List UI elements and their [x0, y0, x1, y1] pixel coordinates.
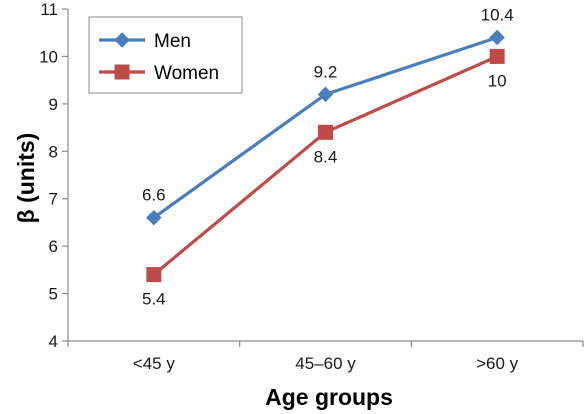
- y-tick-label: 5: [49, 285, 58, 304]
- y-tick-label: 7: [49, 190, 58, 209]
- x-axis-ticks: <45 y 45–60 y >60 y: [67, 341, 584, 373]
- series-layer: [146, 29, 505, 283]
- legend-box: [88, 16, 243, 94]
- data-label-men: 10.4: [481, 5, 514, 24]
- y-tick-label: 6: [49, 237, 58, 256]
- y-tick-label: 4: [49, 332, 58, 351]
- data-point-women: [146, 267, 162, 283]
- y-tick-label: 9: [49, 95, 58, 114]
- y-tick-label: 8: [49, 142, 58, 161]
- x-tick-label: 45–60 y: [295, 354, 356, 373]
- x-tick-label: >60 y: [476, 354, 519, 373]
- data-label-men: 9.2: [314, 62, 338, 81]
- y-axis-ticks: 4 5 6 7 8 9 10 11: [39, 0, 68, 351]
- data-point-men: [317, 86, 334, 103]
- data-point-women: [318, 124, 333, 140]
- y-tick-label: 10: [39, 47, 58, 66]
- x-tick-label: <45 y: [133, 354, 176, 373]
- legend-marker-women: [114, 64, 130, 80]
- x-axis-title: Age groups: [265, 384, 393, 410]
- legend-label-men: Men: [154, 31, 191, 52]
- data-label-women: 8.4: [314, 147, 338, 166]
- y-axis-title: β (units): [13, 133, 39, 224]
- data-label-women: 10: [488, 71, 507, 90]
- legend-label-women: Women: [154, 63, 219, 84]
- data-labels: 6.6 9.2 10.4 5.4 8.4 10: [142, 5, 514, 308]
- data-point-men: [146, 209, 162, 226]
- legend-marker-men: [114, 32, 130, 48]
- data-label-men: 6.6: [142, 186, 166, 205]
- legend: Men Women: [88, 16, 243, 94]
- data-point-men: [489, 29, 505, 46]
- y-tick-label: 11: [40, 0, 58, 19]
- data-label-women: 5.4: [142, 290, 166, 309]
- data-point-women: [489, 48, 505, 64]
